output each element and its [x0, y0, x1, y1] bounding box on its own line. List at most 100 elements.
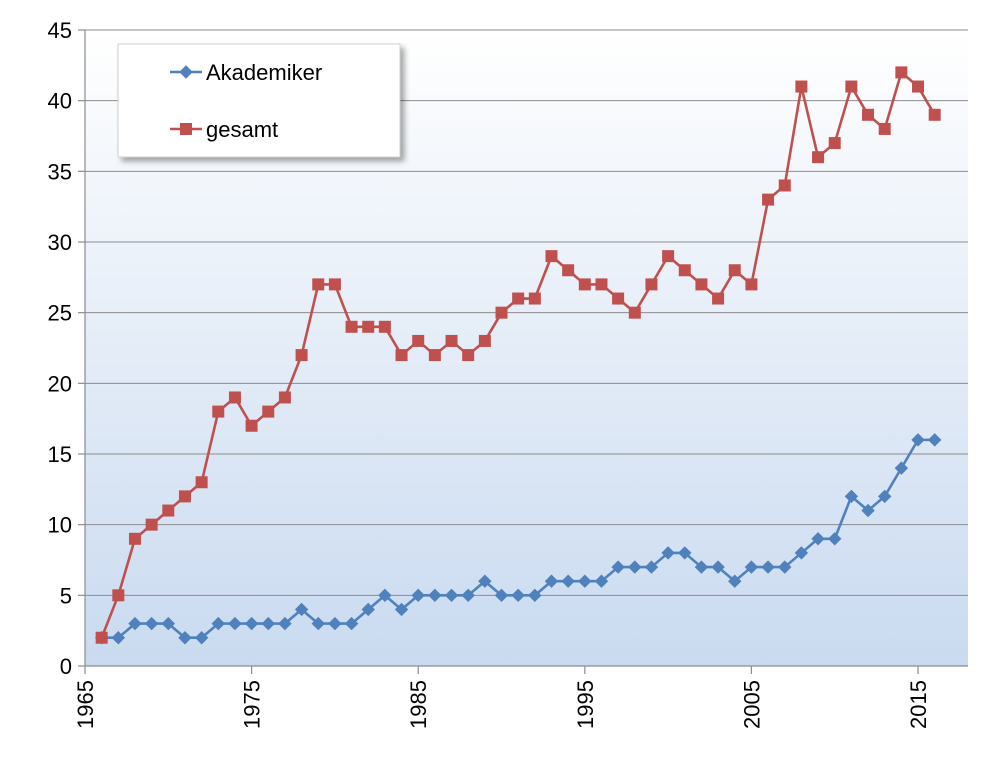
y-tick-label: 35	[48, 159, 72, 184]
data-point-akademiker	[911, 433, 925, 447]
data-point-gesamt	[512, 292, 525, 305]
data-point-gesamt	[595, 278, 608, 291]
data-point-akademiker	[161, 616, 176, 631]
data-point-gesamt	[578, 278, 591, 291]
data-point-akademiker	[744, 560, 759, 574]
data-point-akademiker	[461, 588, 475, 603]
data-point-akademiker	[794, 546, 809, 560]
legend-box	[117, 43, 401, 158]
y-tick-label: 5	[60, 583, 72, 608]
data-point-akademiker	[711, 560, 725, 574]
y-tick-label: 15	[48, 442, 72, 467]
data-point-gesamt	[912, 80, 925, 93]
data-point-gesamt	[845, 80, 858, 93]
data-point-gesamt	[112, 589, 125, 602]
x-tick-label: 1995	[573, 680, 598, 729]
data-point-akademiker	[394, 602, 409, 617]
x-tick-label: 1985	[406, 680, 431, 729]
data-point-gesamt	[645, 278, 658, 291]
y-tick-label: 30	[48, 230, 72, 255]
y-tick-label: 10	[48, 513, 72, 538]
x-tick-label: 1975	[240, 680, 265, 729]
data-point-akademiker	[228, 616, 242, 631]
x-tick-label: 2015	[906, 680, 931, 729]
data-point-akademiker	[561, 574, 575, 588]
data-point-gesamt	[262, 405, 275, 418]
data-point-akademiker	[611, 560, 625, 574]
data-point-akademiker	[844, 489, 859, 504]
data-point-gesamt	[528, 292, 541, 305]
data-point-akademiker	[861, 503, 875, 518]
data-point-akademiker	[211, 616, 225, 631]
data-point-akademiker	[178, 631, 192, 645]
data-point-gesamt	[562, 264, 575, 277]
data-point-gesamt	[95, 631, 108, 644]
data-point-akademiker	[128, 616, 142, 631]
y-tick-label: 0	[60, 654, 72, 679]
data-point-akademiker	[728, 574, 742, 588]
data-point-akademiker	[594, 574, 609, 588]
data-point-gesamt	[228, 391, 241, 404]
data-point-gesamt	[745, 278, 758, 291]
y-tick-label: 25	[48, 301, 72, 326]
data-point-akademiker	[194, 631, 209, 645]
data-point-akademiker	[877, 489, 892, 504]
data-point-gesamt	[712, 292, 725, 305]
y-axis-ticks: 0 5 10 15 20 25 30 35 40 45	[48, 18, 85, 679]
data-point-gesamt	[295, 349, 308, 362]
data-point-gesamt	[162, 504, 175, 517]
data-point-gesamt	[728, 264, 741, 277]
data-point-akademiker	[894, 461, 909, 475]
data-point-gesamt	[212, 405, 225, 418]
data-point-gesamt	[328, 278, 341, 291]
data-point-gesamt	[395, 349, 408, 362]
data-point-gesamt	[895, 66, 908, 79]
data-point-gesamt	[462, 349, 475, 362]
data-point-akademiker	[578, 574, 592, 588]
y-tick-label: 40	[48, 89, 72, 114]
data-point-gesamt	[778, 179, 791, 192]
axes	[84, 30, 968, 667]
data-point-gesamt	[378, 320, 391, 333]
data-point-akademiker	[927, 433, 942, 447]
x-axis-ticks: 1965 1975 1985 1995 2005 2015	[73, 666, 931, 729]
data-point-akademiker	[378, 588, 392, 603]
data-point-akademiker	[411, 588, 425, 603]
legend: Akademiker gesamt	[117, 43, 401, 158]
x-tick-label: 1965	[73, 680, 98, 729]
data-point-gesamt	[928, 108, 941, 121]
data-point-akademiker	[428, 588, 442, 603]
x-tick-label: 2005	[739, 680, 764, 729]
data-point-gesamt	[362, 320, 375, 333]
data-point-akademiker	[511, 588, 525, 603]
legend-label-gesamt: gesamt	[206, 117, 278, 142]
series-akademiker	[94, 433, 942, 645]
data-point-gesamt	[612, 292, 625, 305]
data-point-gesamt	[145, 518, 158, 531]
data-point-akademiker	[311, 616, 325, 631]
data-point-gesamt	[445, 334, 458, 347]
data-point-akademiker	[361, 602, 375, 617]
data-point-akademiker	[544, 574, 559, 588]
data-point-akademiker	[761, 560, 775, 574]
data-point-akademiker	[528, 588, 542, 603]
data-point-akademiker	[294, 602, 309, 617]
legend-marker-akademiker	[179, 65, 193, 79]
data-point-akademiker	[244, 616, 259, 631]
data-point-akademiker	[144, 616, 159, 631]
y-tick-label: 45	[48, 18, 72, 43]
legend-label-akademiker: Akademiker	[206, 60, 322, 85]
data-point-akademiker	[661, 546, 675, 560]
data-point-gesamt	[795, 80, 808, 93]
data-point-gesamt	[812, 151, 825, 164]
legend-marker-gesamt	[180, 123, 192, 135]
data-point-gesamt	[128, 532, 141, 545]
data-point-gesamt	[695, 278, 708, 291]
series-group	[94, 66, 942, 645]
data-point-gesamt	[862, 108, 875, 121]
data-point-gesamt	[545, 250, 558, 263]
series-gesamt	[95, 66, 941, 644]
data-point-akademiker	[478, 574, 492, 588]
data-point-gesamt	[628, 306, 641, 319]
